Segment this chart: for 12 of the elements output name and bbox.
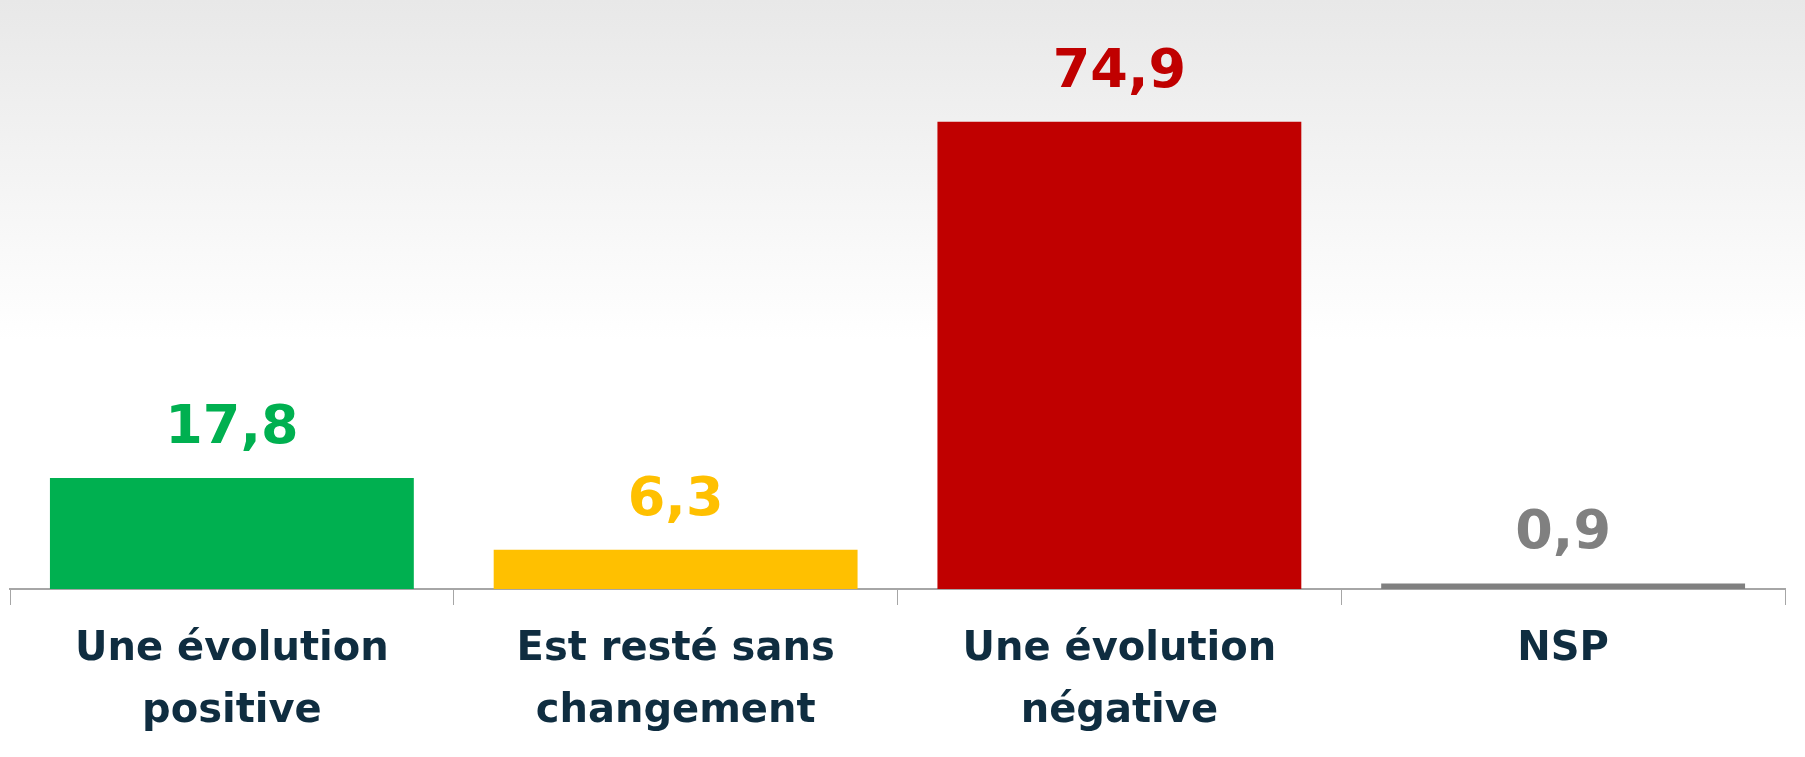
- bar: [493, 549, 858, 589]
- data-label: 17,8: [165, 393, 299, 456]
- x-tick-label: Est resté sans changement: [516, 623, 835, 732]
- x-tick-label: Une évolution négative: [962, 623, 1277, 732]
- data-label: 6,3: [627, 464, 724, 528]
- bar: [1381, 583, 1746, 589]
- data-label: 74,9: [1052, 36, 1186, 100]
- x-tick-label: Une évolution positive: [75, 623, 389, 732]
- bar: [937, 121, 1302, 589]
- bar: [49, 477, 414, 589]
- data-label: 0,9: [1515, 498, 1611, 562]
- x-tick-label: NSP: [1517, 623, 1609, 670]
